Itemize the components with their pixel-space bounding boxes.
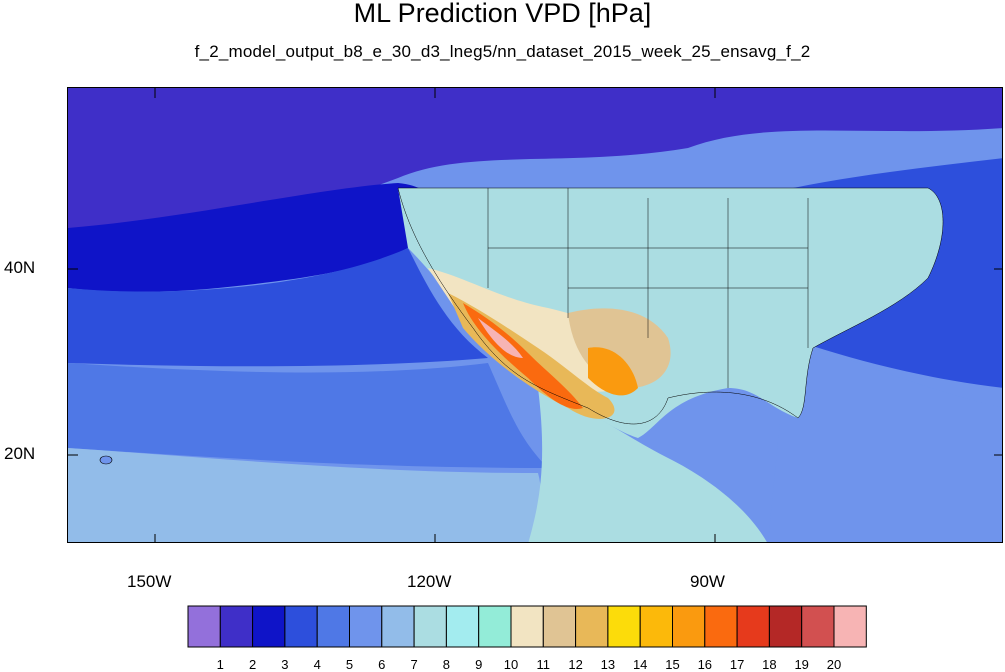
colorbar-swatch <box>478 605 512 648</box>
colorbar-tick-label: 10 <box>503 657 519 672</box>
colorbar-tick-label: 14 <box>632 657 648 672</box>
colorbar-swatch <box>542 605 577 648</box>
plot-subtitle: f_2_model_output_b8_e_30_d3_lneg5/nn_dat… <box>194 42 811 61</box>
lon-ticks <box>154 88 716 542</box>
colorbar-swatch <box>510 605 544 648</box>
colorbar-swatch <box>736 605 770 648</box>
colorbar-swatch <box>219 605 254 648</box>
ocean-band-pale <box>68 448 541 542</box>
ocean-band-dark <box>68 183 430 292</box>
colorbar-swatch <box>575 605 609 648</box>
colorbar-tick-label: 12 <box>568 657 583 672</box>
plot-title: ML Prediction VPD [hPa] <box>353 0 652 28</box>
colorbar-tick-label: 5 <box>345 657 354 672</box>
colorbar-swatch <box>801 605 835 648</box>
ocean-band-light <box>68 363 548 468</box>
lon-label-90w: 90W <box>690 572 725 591</box>
colorbar-swatch <box>284 605 318 648</box>
ocean-band-mid <box>68 248 488 367</box>
hawaii-island <box>99 455 113 465</box>
colorbar-tick-label: 6 <box>378 657 386 672</box>
colorbar-swatch <box>445 605 480 648</box>
lat-ticks <box>68 268 1002 456</box>
colorbar-tick-label: 15 <box>665 657 680 672</box>
colorbar-tick-label: 16 <box>697 657 713 672</box>
colorbar-swatch <box>704 605 738 648</box>
lat-label-20n: 20N <box>4 444 36 463</box>
land-mexico <box>528 388 767 542</box>
colorbar-tick-label: 9 <box>475 657 483 672</box>
vpd-zone-peak <box>478 318 523 358</box>
lon-label-150w: 150W <box>127 572 172 591</box>
colorbar-swatch <box>413 605 447 648</box>
lat-label-40n: 40N <box>4 258 36 277</box>
atlantic-light <box>768 338 1002 542</box>
colorbar-swatch <box>607 605 641 648</box>
colorbar-tick-label: 7 <box>410 657 418 672</box>
colorbar-tick-label: 1 <box>216 657 224 672</box>
colorbar-swatch <box>187 605 221 648</box>
colorbar-tick-label: 4 <box>313 657 321 672</box>
colorbar-swatch <box>381 605 415 648</box>
colorbar-swatch <box>252 605 286 648</box>
state-borders <box>397 187 944 425</box>
colorbar-tick-label: 3 <box>281 657 289 672</box>
colorbar-tick-label: 11 <box>536 657 551 672</box>
vpd-map <box>67 87 1003 543</box>
colorbar-swatch <box>672 605 706 648</box>
colorbar-tick-label: 17 <box>729 657 745 672</box>
colorbar-swatch <box>349 605 383 648</box>
colorbar-tick-label: 19 <box>794 657 809 672</box>
lon-label-120w: 120W <box>407 572 452 591</box>
colorbar-tick-label: 2 <box>248 657 257 672</box>
colorbar-swatch <box>639 605 674 648</box>
colorbar-tick-label: 8 <box>442 657 451 672</box>
colorbar-swatch <box>768 605 803 648</box>
vpd-zone-texas-hot <box>588 347 638 396</box>
colorbar-swatch <box>833 605 867 648</box>
colorbar-swatch <box>316 605 351 648</box>
colorbar-tick-label: 13 <box>600 657 616 672</box>
colorbar-tick-label: 20 <box>826 657 842 672</box>
colorbar-tick-label: 18 <box>762 657 777 672</box>
